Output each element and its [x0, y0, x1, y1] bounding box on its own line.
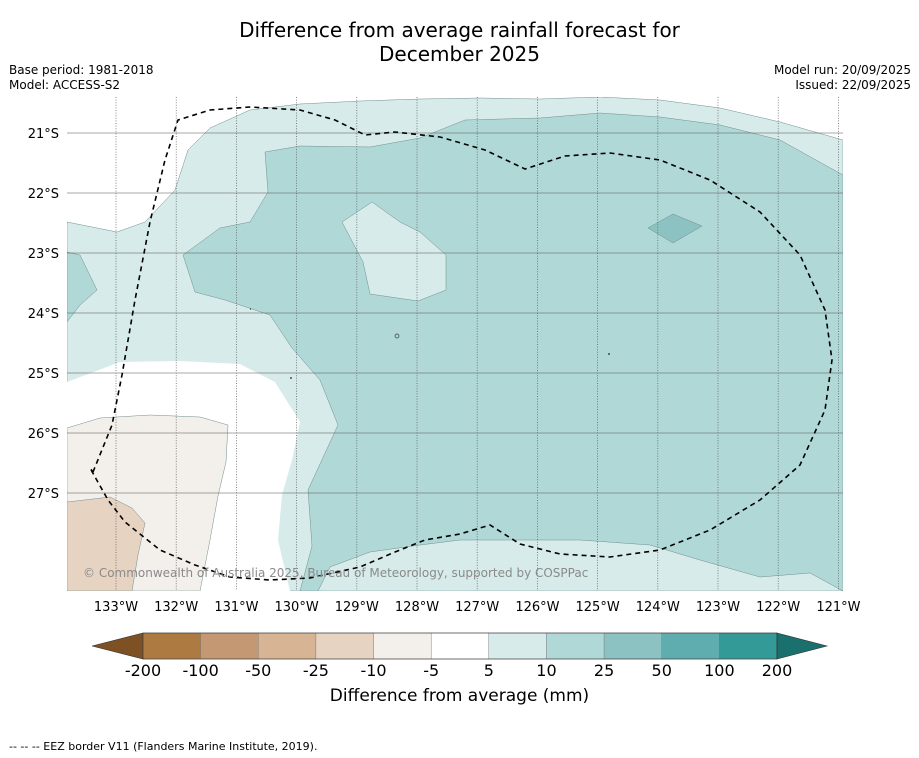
model-name: Model: ACCESS-S2: [9, 78, 121, 92]
colorbar-segment: [142, 632, 201, 660]
longitude-labels: 133°W 132°W 131°W 130°W 129°W 128°W 127°W 126°W…: [94, 600, 861, 615]
colorbar-segment: [546, 632, 605, 660]
title-line-1: Difference from average rainfall forecas…: [239, 18, 680, 42]
copyright-notice: © Commonwealth of Australia 2025, Bureau…: [83, 566, 588, 580]
lat-label: 23°S: [28, 247, 59, 262]
colorbar-segment: [373, 632, 432, 660]
lon-label: 127°W: [455, 600, 499, 615]
colorbar-segment: [488, 632, 547, 660]
base-info: Base period: 1981-2018 Model: ACCESS-S2: [9, 63, 154, 93]
issued-date: Issued: 22/09/2025: [795, 78, 911, 92]
colorbar-frame: [142, 632, 778, 660]
colorbar-segment: [719, 632, 778, 660]
model-run: Model run: 20/09/2025: [773, 63, 911, 77]
contour-25-50: [647, 213, 703, 244]
title-line-2: December 2025: [379, 42, 540, 66]
latitude-gridlines: [67, 132, 843, 494]
colorbar-tick-label: 5: [484, 661, 494, 680]
lon-label: 125°W: [576, 600, 620, 615]
colorbar-tick-label: -10: [360, 661, 386, 680]
lon-label: 123°W: [696, 600, 740, 615]
lon-label: 124°W: [636, 600, 680, 615]
colorbar-tick-label: 200: [762, 661, 793, 680]
colorbar-tick-label: -100: [182, 661, 218, 680]
lon-label: 133°W: [94, 600, 138, 615]
colorbar-arrow-high: [776, 632, 829, 660]
contour-minus-10-25: [67, 496, 146, 591]
colorbar-segment: [258, 632, 317, 660]
colorbar-segment: [430, 632, 490, 660]
lon-label: 126°W: [515, 600, 559, 615]
colorbar-tick-label: -25: [303, 661, 329, 680]
eez-footnote: -- -- -- EEZ border V11 (Flanders Marine…: [9, 740, 318, 753]
colorbar-tick-label: -5: [423, 661, 439, 680]
map-title: Difference from average rainfall forecas…: [0, 18, 919, 66]
lat-label: 24°S: [28, 307, 59, 322]
map-area: [67, 97, 843, 591]
lon-label: 122°W: [756, 600, 800, 615]
colorbar-tick-label: -50: [245, 661, 271, 680]
lat-label: 21°S: [28, 127, 59, 142]
lon-label: 128°W: [395, 600, 439, 615]
longitude-gridlines: [115, 97, 839, 591]
eez-border: [89, 106, 833, 581]
lon-label: 121°W: [816, 600, 860, 615]
colorbar-arrow-low: [91, 632, 144, 660]
colorbar-segment: [661, 632, 720, 660]
lat-label: 27°S: [28, 487, 59, 502]
contour-speck: [394, 333, 400, 339]
colorbar-segment: [603, 632, 662, 660]
lat-label: 22°S: [28, 187, 59, 202]
colorbar-ticks: -200 -100 -50 -25 -10 -5 5 10 25 50 100 200: [125, 661, 792, 680]
colorbar-segment: [315, 632, 374, 660]
run-info: Model run: 20/09/2025 Issued: 22/09/2025: [774, 63, 911, 93]
colorbar-tick-label: -200: [125, 661, 161, 680]
lon-label: 131°W: [214, 600, 258, 615]
colorbar-segment: [200, 632, 259, 660]
colorbar-label: Difference from average (mm): [329, 686, 590, 706]
lon-label: 132°W: [154, 600, 198, 615]
latitude-labels: 21°S 22°S 23°S 24°S 25°S 26°S 27°S: [28, 127, 59, 502]
contour-5-10-inner-patch: [341, 201, 447, 302]
colorbar-tick-label: 100: [704, 661, 735, 680]
colorbar-tick-label: 50: [652, 661, 672, 680]
lat-label: 26°S: [28, 427, 59, 442]
lat-label: 25°S: [28, 367, 59, 382]
colorbar: [91, 632, 829, 660]
colorbar-tick-label: 25: [594, 661, 614, 680]
base-period: Base period: 1981-2018: [9, 63, 154, 77]
colorbar-tick-label: 10: [536, 661, 556, 680]
contour-10-25-west-edge: [67, 251, 98, 323]
lon-label: 129°W: [335, 600, 379, 615]
lon-label: 130°W: [275, 600, 319, 615]
